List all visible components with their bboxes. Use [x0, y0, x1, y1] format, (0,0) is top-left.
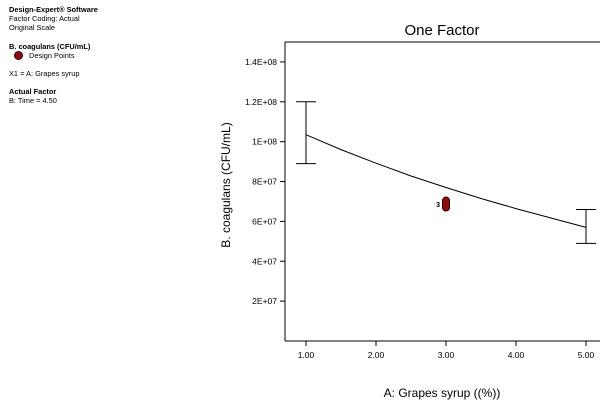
design-point-marker — [442, 196, 450, 212]
y-tick-label: 1E+08 — [252, 137, 277, 147]
design-point-count: 3 — [436, 202, 440, 209]
x-tick-label: 4.00 — [508, 350, 525, 360]
y-axis-label: B. coagulans (CFU/mL) — [219, 122, 233, 247]
x1-factor-text: X1 = A: Grapes syrup — [9, 69, 80, 79]
x-axis-label: A: Grapes syrup ((%)) — [384, 386, 501, 400]
side-panel: Design-Expert® Software Factor Coding: A… — [9, 5, 179, 106]
x-tick-label: 2.00 — [368, 350, 385, 360]
legend-label: Design Points — [29, 50, 75, 60]
x-tick-label: 1.00 — [298, 350, 315, 360]
plot-frame — [284, 41, 600, 342]
design-point-marker-icon — [14, 50, 23, 60]
y-tick-label: 6E+07 — [252, 216, 277, 226]
prediction-curve — [305, 134, 587, 228]
scale-text: Original Scale — [9, 23, 56, 33]
x-axis-ticks: 1.00 2.00 3.00 4.00 5.00 — [298, 341, 595, 360]
error-bars — [296, 101, 596, 244]
y-tick-label: 4E+07 — [252, 256, 277, 266]
y-tick-label: 1.2E+08 — [245, 97, 277, 107]
x-tick-label: 3.00 — [438, 350, 455, 360]
response-title: B. coagulans (CFU/mL) — [9, 41, 91, 51]
factor-coding: Factor Coding: Actual — [9, 14, 80, 24]
y-tick-label: 1.4E+08 — [245, 57, 277, 67]
x-tick-label: 5.00 — [578, 350, 595, 360]
y-axis-ticks: 2E+07 4E+07 6E+07 8E+07 1E+08 1.2E+08 1.4E+08 — [245, 57, 285, 306]
actual-factor-title: Actual Factor — [9, 87, 57, 97]
legend: Design Points — [9, 51, 179, 60]
actual-factor-value: B: Time = 4.50 — [9, 96, 57, 106]
curve-layer — [305, 134, 587, 228]
y-tick-label: 2E+07 — [252, 296, 277, 306]
chart-title: One Factor — [404, 22, 479, 39]
design-points-layer: 3 — [436, 196, 450, 212]
y-tick-label: 8E+07 — [252, 177, 277, 187]
software-name: Design-Expert® Software — [9, 5, 98, 14]
